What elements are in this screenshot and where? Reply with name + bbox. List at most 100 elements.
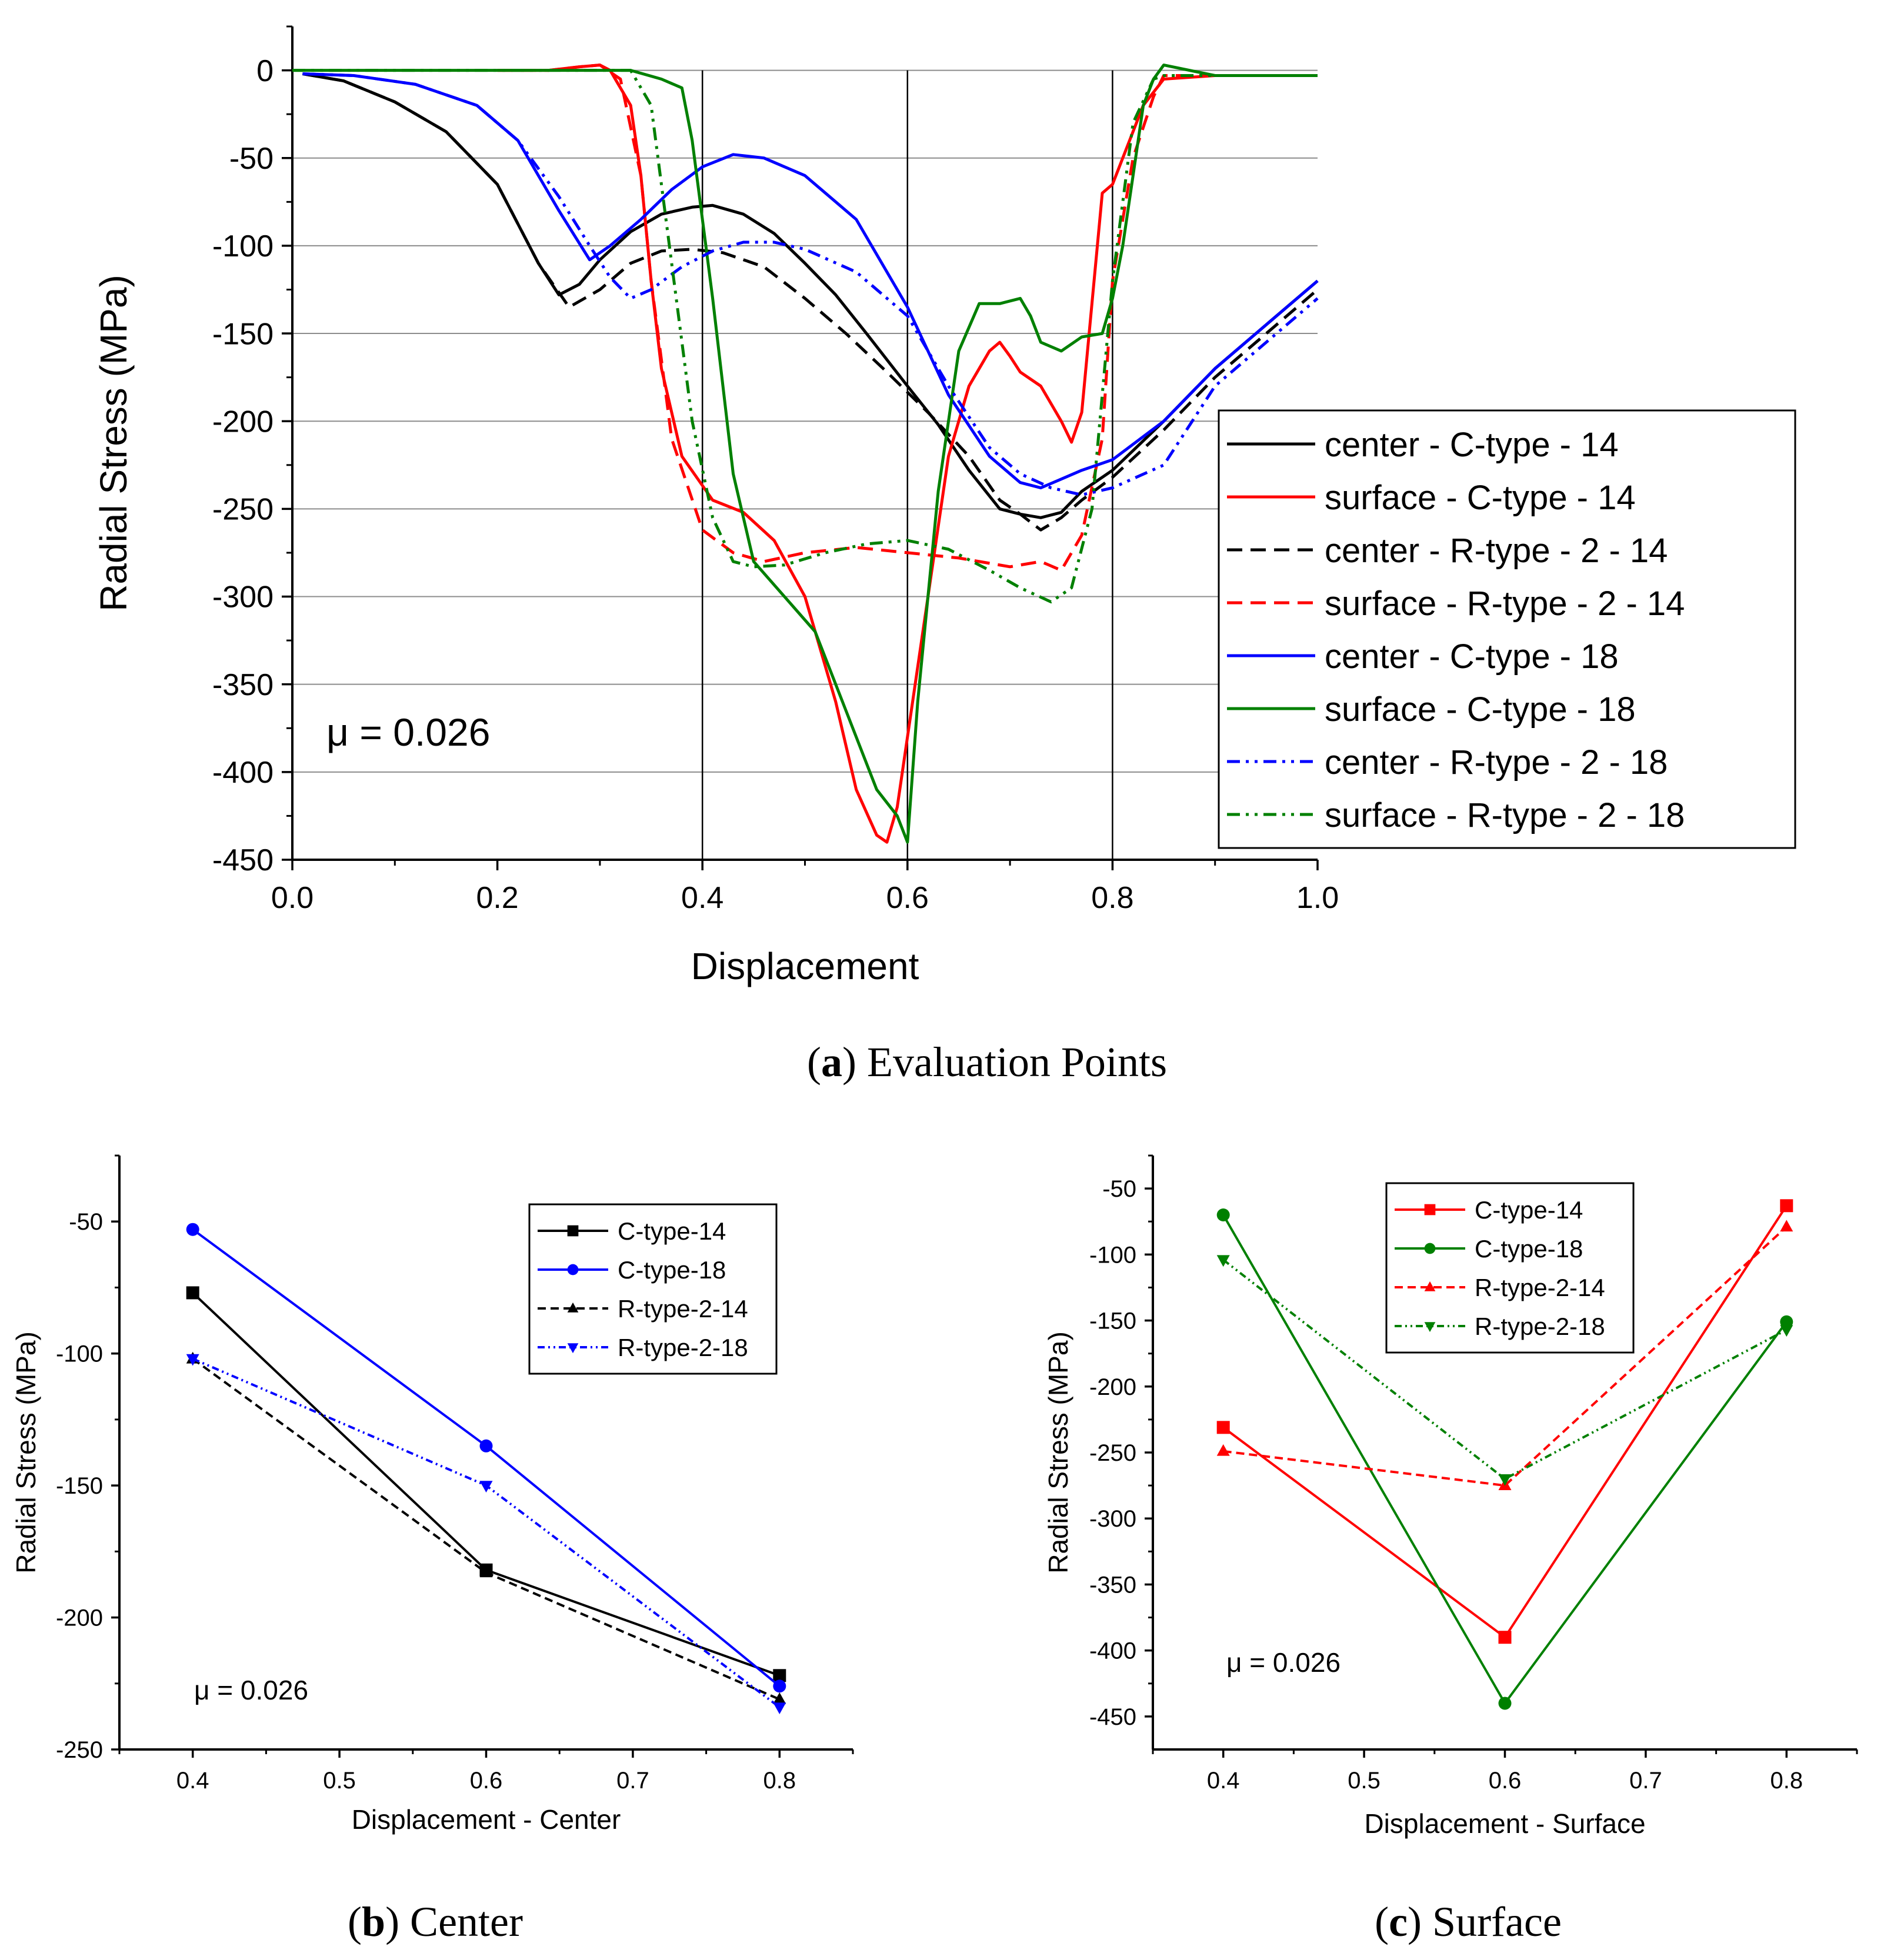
x-tick-label: 0.6	[886, 881, 929, 915]
y-tick-label: -200	[212, 405, 274, 439]
series-line-center-r-type-2-14	[302, 72, 1319, 532]
data-point	[186, 1354, 199, 1366]
y-tick-label: -50	[69, 1209, 103, 1235]
legend-marker	[567, 1225, 579, 1237]
series-line-center-r-type-2-18	[302, 72, 1319, 496]
data-point	[479, 1439, 493, 1453]
y-tick-label: -300	[212, 580, 274, 615]
legend-label: surface - R-type - 2 - 14	[1325, 585, 1685, 623]
data-point	[1216, 1255, 1230, 1267]
series-line-surface-r-type-2-18	[292, 69, 1318, 603]
caption-letter: b	[362, 1898, 385, 1945]
y-tick-label: 0	[256, 54, 274, 88]
y-axis-title: Radial Stress (MPa)	[11, 1331, 41, 1574]
y-tick-label: -250	[1089, 1440, 1136, 1466]
legend-label: R-type-2-18	[1475, 1313, 1605, 1340]
legend-label: center - C-type - 18	[1325, 637, 1619, 676]
data-point	[773, 1702, 786, 1715]
legend-label: C-type-14	[1475, 1196, 1583, 1224]
x-tick-label: 0.7	[1629, 1768, 1662, 1794]
y-tick-label: -50	[229, 142, 274, 176]
legend-marker	[1424, 1204, 1436, 1216]
series-line-surface-r-type-2-14	[497, 64, 1318, 572]
x-tick-label: 0.4	[176, 1768, 209, 1794]
x-tick-label: 0.6	[470, 1768, 503, 1794]
caption-letter: c	[1389, 1898, 1408, 1945]
data-point	[1498, 1474, 1512, 1486]
series-line-r-type-2-18	[192, 1357, 781, 1708]
legend-marker	[1424, 1243, 1436, 1254]
x-tick-label: 0.8	[1091, 881, 1133, 915]
caption-text: Surface	[1432, 1898, 1562, 1945]
x-tick-label: 0.6	[1489, 1768, 1522, 1794]
x-tick-label: 0.4	[1207, 1768, 1240, 1794]
legend-label: center - R-type - 2 - 14	[1325, 532, 1668, 570]
legend-label: R-type-2-14	[1475, 1274, 1605, 1301]
data-point	[186, 1286, 199, 1300]
data-point	[1216, 1421, 1230, 1434]
data-point	[1216, 1208, 1230, 1221]
y-tick-label: -200	[56, 1605, 103, 1631]
legend-marker	[567, 1264, 579, 1275]
y-tick-label: -200	[1089, 1374, 1136, 1400]
y-tick-label: -250	[212, 493, 274, 527]
y-tick-label: -350	[212, 668, 274, 702]
data-point	[773, 1692, 786, 1704]
data-point	[479, 1481, 493, 1492]
caption-paren: (	[348, 1898, 362, 1945]
mu-annotation: μ = 0.026	[194, 1675, 308, 1705]
x-axis-title: Displacement	[691, 945, 919, 987]
caption-paren: )	[1408, 1898, 1432, 1945]
legend-marker	[1424, 1322, 1436, 1333]
y-tick-label: -300	[1089, 1506, 1136, 1532]
x-tick-label: 0.4	[681, 881, 723, 915]
chart-a: 0 -50 -100 -150 -200 -250 -300 -350 -400 -450 0.0 0…	[92, 25, 1796, 1086]
y-tick-label: -450	[212, 843, 274, 877]
chart-c: -50 -100 -150 -200 -250 -300 -350 -400 -450 0.4 0.…	[1043, 1154, 1858, 1945]
legend-label: C-type-14	[618, 1217, 726, 1245]
legend-label: surface - C-type - 18	[1325, 690, 1636, 729]
x-tick-label: 0.7	[616, 1768, 649, 1794]
caption-text: Evaluation Points	[867, 1039, 1167, 1086]
data-point	[773, 1679, 786, 1693]
y-tick-label: -100	[1089, 1242, 1136, 1268]
x-tick-label: 0.8	[763, 1768, 796, 1794]
y-tick-label: -100	[212, 229, 274, 263]
series-line-surface-c-type-18	[292, 64, 1318, 844]
data-point	[1780, 1315, 1793, 1328]
x-axis-title: Displacement - Center	[352, 1804, 621, 1835]
y-tick-label: -250	[56, 1737, 103, 1763]
legend-label: center - R-type - 2 - 18	[1325, 743, 1668, 782]
caption-paren: (	[1375, 1898, 1389, 1945]
mu-annotation: μ = 0.026	[326, 710, 490, 754]
caption: (a) Evaluation Points	[807, 1039, 1167, 1086]
y-tick-label: -50	[1102, 1176, 1136, 1202]
caption: (c) Surface	[1375, 1898, 1562, 1945]
data-point	[186, 1223, 199, 1236]
series-line-r-type-2-14	[1223, 1226, 1788, 1487]
x-tick-label: 0.0	[271, 881, 314, 915]
y-tick-label: -400	[1089, 1638, 1136, 1664]
data-point	[1498, 1631, 1512, 1644]
data-point	[1780, 1199, 1793, 1213]
legend-marker	[1424, 1281, 1436, 1291]
x-tick-label: 0.5	[1348, 1768, 1381, 1794]
mu-annotation: μ = 0.026	[1226, 1647, 1341, 1678]
y-tick-label: -150	[56, 1473, 103, 1499]
series-line-r-type-2-14	[192, 1357, 781, 1701]
y-tick-label: -400	[212, 756, 274, 790]
y-tick-label: -100	[56, 1341, 103, 1367]
legend-marker	[567, 1302, 579, 1313]
y-axis-title: Radial Stress (MPa)	[1043, 1331, 1073, 1574]
legend-label: C-type-18	[1475, 1235, 1583, 1263]
x-axis-title: Displacement - Surface	[1364, 1808, 1645, 1839]
legend-label: center - C-type - 14	[1325, 426, 1619, 464]
data-point	[1780, 1325, 1793, 1337]
data-point	[479, 1565, 493, 1578]
legend-marker	[567, 1343, 579, 1354]
caption-paren: )	[385, 1898, 410, 1945]
y-tick-label: -150	[212, 317, 274, 351]
data-point	[1216, 1444, 1230, 1456]
y-axis-title: Radial Stress (MPa)	[92, 275, 135, 612]
